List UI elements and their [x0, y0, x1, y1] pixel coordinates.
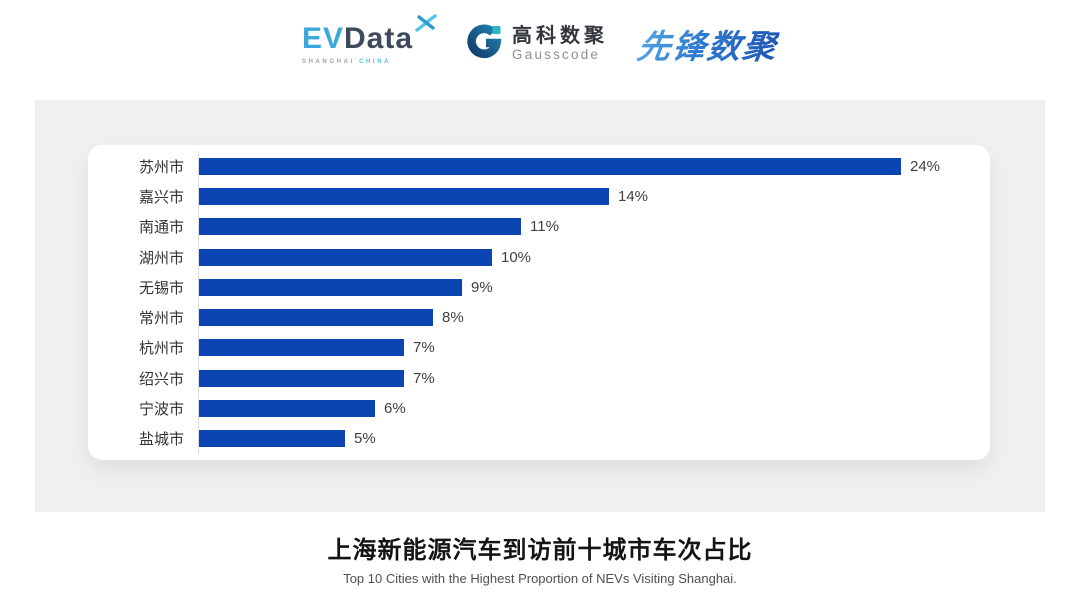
evdata-tagline-region: SHANGHAI — [301, 58, 355, 65]
bar-row: 南通市 11% — [88, 211, 990, 242]
evdata-tagline: SHANGHAI CHINA — [302, 59, 391, 65]
gausscode-g-icon — [465, 23, 503, 66]
plot-area: 7% — [198, 332, 990, 364]
bar-row: 无锡市 9% — [88, 272, 990, 303]
pioneer-logo: 先锋数聚 — [635, 20, 782, 68]
plot-area: 7% — [198, 363, 990, 394]
value-label: 11% — [530, 218, 559, 236]
chart-title: 上海新能源汽车到访前十城市车次占比 — [327, 537, 753, 564]
gausscode-name-en: Gausscode — [512, 46, 601, 62]
category-label: 无锡市 — [138, 279, 184, 297]
bar — [199, 309, 433, 327]
chart-panel: 苏州市 24% 嘉兴市 14% 南通市 11% 湖州市 10% 无锡市 9% 常州市 8% 杭州市 7% 绍… — [35, 100, 1045, 512]
evdata-data-text: Data — [344, 21, 414, 55]
bar-row: 湖州市 10% — [88, 241, 990, 273]
bar — [199, 187, 609, 205]
plot-area: 9% — [198, 272, 990, 303]
category-label: 宁波市 — [138, 401, 184, 419]
category-label: 绍兴市 — [138, 370, 184, 388]
value-label: 14% — [618, 187, 649, 205]
value-label: 8% — [442, 309, 464, 327]
category-label: 常州市 — [138, 310, 184, 328]
category-label: 盐城市 — [138, 431, 184, 449]
bar-row: 嘉兴市 14% — [88, 181, 990, 212]
value-label: 24% — [910, 157, 941, 175]
chart-card: 苏州市 24% 嘉兴市 14% 南通市 11% 湖州市 10% 无锡市 9% 常州市 8% 杭州市 7% 绍… — [88, 145, 990, 460]
bar-row: 盐城市 5% — [88, 423, 990, 454]
category-label: 湖州市 — [138, 249, 184, 267]
bar-row: 苏州市 24% — [88, 151, 990, 182]
evdata-tagline-country: CHINA — [359, 58, 392, 65]
bar — [199, 430, 345, 448]
evdata-logo: EV Data SHANGHAI CHINA — [301, 13, 437, 65]
bar — [199, 218, 521, 236]
bar — [199, 157, 901, 175]
plot-area: 5% — [198, 423, 990, 454]
plot-area: 24% — [198, 151, 990, 182]
chart-subtitle: Top 10 Cities with the Highest Proportio… — [343, 571, 737, 586]
bar-row: 杭州市 7% — [88, 332, 990, 364]
value-label: 7% — [413, 339, 435, 357]
gausscode-text: 高科数聚 Gausscode — [512, 25, 608, 63]
gausscode-name-cn: 高科数聚 — [512, 24, 609, 47]
category-label: 苏州市 — [138, 158, 184, 176]
bar-row: 宁波市 6% — [88, 393, 990, 424]
plot-area: 10% — [198, 241, 990, 273]
bar-row: 绍兴市 7% — [88, 363, 990, 394]
category-label: 杭州市 — [138, 340, 184, 358]
bar-chart: 苏州市 24% 嘉兴市 14% 南通市 11% 湖州市 10% 无锡市 9% 常州市 8% 杭州市 7% 绍… — [88, 151, 990, 454]
value-label: 10% — [501, 248, 532, 266]
bar — [199, 369, 404, 387]
value-label: 6% — [384, 400, 406, 418]
bar — [199, 278, 462, 296]
evdata-wordmark: EV Data — [301, 13, 437, 55]
plot-area: 6% — [198, 393, 990, 424]
bar — [199, 339, 404, 357]
gausscode-logo: 高科数聚 Gausscode — [465, 23, 608, 66]
bar-row: 常州市 8% — [88, 302, 990, 333]
value-label: 9% — [471, 278, 493, 296]
caption: 上海新能源汽车到访前十城市车次占比 Top 10 Cities with the… — [0, 530, 1080, 586]
plot-area: 14% — [198, 181, 990, 212]
bar — [199, 400, 375, 418]
bar — [199, 248, 492, 266]
plot-area: 8% — [198, 302, 990, 333]
value-label: 7% — [413, 369, 435, 387]
evdata-ev-text: EV — [301, 21, 344, 55]
header-logos: EV Data SHANGHAI CHINA — [0, 13, 1080, 68]
category-label: 嘉兴市 — [138, 188, 184, 206]
category-label: 南通市 — [138, 219, 184, 237]
value-label: 5% — [354, 430, 376, 448]
evdata-x-icon — [415, 13, 437, 36]
plot-area: 11% — [198, 211, 990, 242]
